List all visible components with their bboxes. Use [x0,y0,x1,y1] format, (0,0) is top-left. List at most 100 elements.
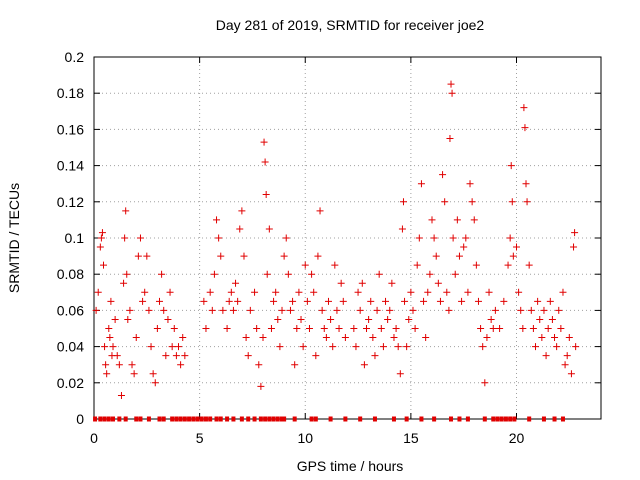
data-point [464,288,472,296]
y-tick-label: 0.04 [57,339,84,355]
data-point [251,288,259,296]
data-point [270,297,278,305]
data-point [293,325,301,332]
zero-value-point [432,416,437,422]
data-point [149,370,157,378]
data-point [507,162,515,170]
data-point [145,306,153,314]
data-point [409,306,417,314]
data-point [371,352,379,360]
data-point [310,288,318,296]
data-point [331,261,339,269]
data-point [141,288,149,296]
zero-value-point [282,416,287,422]
data-point [520,104,528,112]
zero-value-point [527,416,532,422]
data-point [132,334,140,342]
zero-value-point [457,416,462,422]
data-point [553,343,561,351]
data-point [170,325,178,332]
data-point [96,243,104,251]
data-point [238,207,246,215]
data-point [496,325,504,332]
data-point [308,270,316,278]
zero-value-point [195,416,200,422]
zero-value-point [482,416,487,422]
data-point [160,306,168,314]
data-point [572,343,580,351]
data-point [229,306,237,314]
data-point [257,382,265,390]
data-point [341,334,349,342]
data-point [232,279,240,287]
data-point [115,361,123,369]
data-point [202,325,210,332]
x-tick-label: 20 [509,430,525,446]
y-tick-label: 0.02 [57,375,84,391]
data-point [426,270,434,278]
data-point [479,343,487,351]
data-point [206,288,214,296]
y-axis-ticks: 0 0.02 0.04 0.06 0.08 0.1 0.12 0.14 0.16 0.18 0.2 [57,49,601,427]
zero-value-point [123,416,128,422]
zero-value-point [98,416,103,422]
data-point [143,252,151,260]
plot-frame [93,56,602,420]
data-point [546,297,554,305]
data-point [105,325,113,332]
y-tick-label: 0.14 [57,158,84,174]
data-point [360,361,368,369]
data-point [417,180,425,188]
y-tick-label: 0.2 [65,49,85,65]
data-point [401,297,409,305]
data-point [377,325,385,332]
zero-value-point [541,416,546,422]
data-point [481,379,489,387]
data-point [213,216,221,224]
data-point [126,306,134,314]
data-point [474,297,482,305]
data-point [98,229,106,237]
y-tick-label: 0 [76,411,84,427]
data-point [312,352,320,360]
data-point [175,343,182,351]
zero-value-point [499,416,504,422]
data-point [352,343,360,351]
data-point [215,234,223,242]
zero-value-point [560,416,565,422]
data-point [314,252,322,260]
data-point [472,261,480,269]
zero-value-point [170,416,175,422]
zero-value-point [134,416,139,422]
zero-value-point [93,416,98,422]
data-point [489,325,497,332]
data-point [388,279,396,287]
data-point [261,158,269,166]
data-point [337,279,345,287]
grid-lines [94,57,601,419]
y-tick-label: 0.12 [57,194,84,210]
data-point [485,288,493,296]
data-point [445,306,453,314]
data-point [396,370,404,378]
data-point [466,180,474,188]
data-point [367,297,375,305]
data-point [430,234,438,242]
data-point [177,361,185,369]
zero-value-point [187,416,192,422]
data-point [295,288,303,296]
data-point [260,138,268,146]
data-point [491,306,499,314]
data-point [534,297,542,305]
data-point [291,361,299,369]
zero-value-point [372,416,377,422]
data-point [540,306,548,314]
zero-value-point [106,416,111,422]
data-point [403,343,411,351]
data-point [303,297,311,305]
data-point [483,334,491,342]
data-point [278,306,286,314]
zero-markers [93,416,565,422]
data-point [122,207,130,215]
